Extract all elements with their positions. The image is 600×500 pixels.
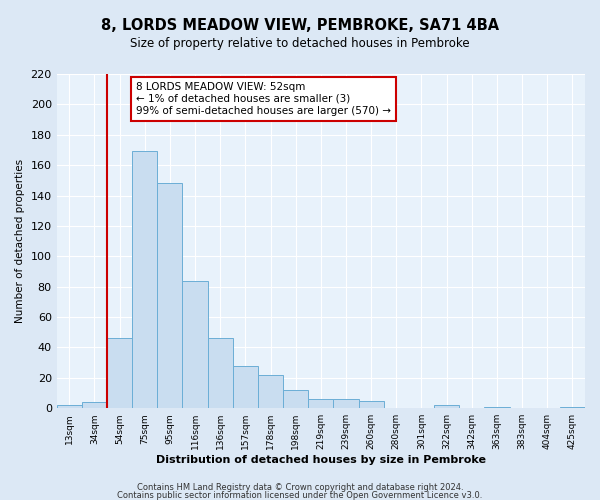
Bar [182, 280, 208, 408]
Bar [560, 406, 585, 408]
Bar [334, 399, 359, 408]
Bar [56, 405, 82, 408]
Bar [434, 405, 459, 408]
Bar [308, 399, 334, 408]
Text: 8 LORDS MEADOW VIEW: 52sqm
← 1% of detached houses are smaller (3)
99% of semi-d: 8 LORDS MEADOW VIEW: 52sqm ← 1% of detac… [136, 82, 391, 116]
Bar [258, 375, 283, 408]
Bar [132, 152, 157, 408]
Text: Contains public sector information licensed under the Open Government Licence v3: Contains public sector information licen… [118, 490, 482, 500]
Text: 8, LORDS MEADOW VIEW, PEMBROKE, SA71 4BA: 8, LORDS MEADOW VIEW, PEMBROKE, SA71 4BA [101, 18, 499, 32]
Bar [107, 338, 132, 408]
Bar [233, 366, 258, 408]
Text: Size of property relative to detached houses in Pembroke: Size of property relative to detached ho… [130, 38, 470, 51]
Bar [283, 390, 308, 408]
Bar [484, 406, 509, 408]
Bar [157, 184, 182, 408]
Bar [359, 400, 384, 408]
Bar [82, 402, 107, 408]
Text: Contains HM Land Registry data © Crown copyright and database right 2024.: Contains HM Land Registry data © Crown c… [137, 483, 463, 492]
Y-axis label: Number of detached properties: Number of detached properties [15, 159, 25, 323]
X-axis label: Distribution of detached houses by size in Pembroke: Distribution of detached houses by size … [156, 455, 486, 465]
Bar [208, 338, 233, 408]
